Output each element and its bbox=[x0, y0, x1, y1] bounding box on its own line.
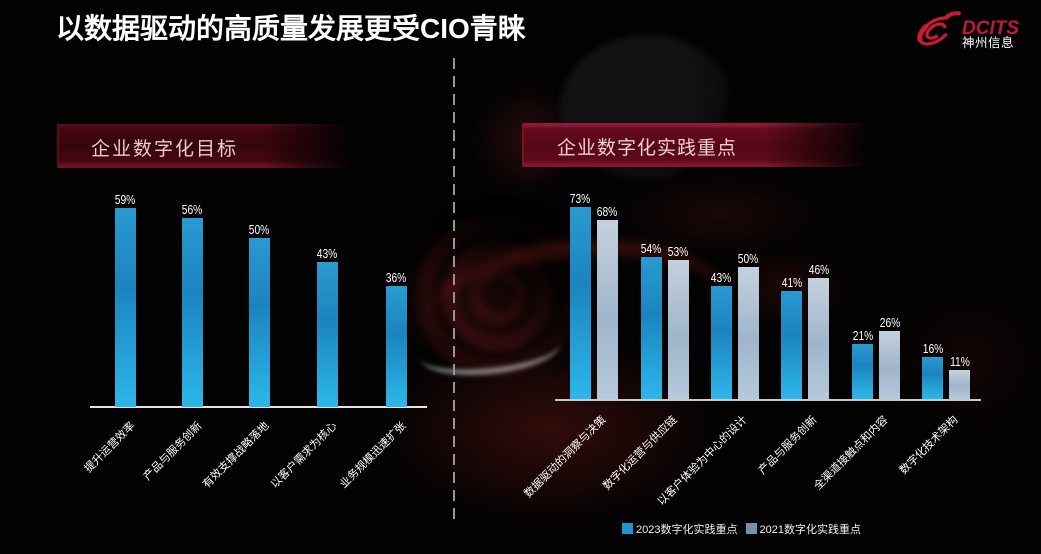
svg-text:DCITS: DCITS bbox=[962, 18, 1019, 39]
svg-text:神州信息: 神州信息 bbox=[962, 35, 1014, 50]
